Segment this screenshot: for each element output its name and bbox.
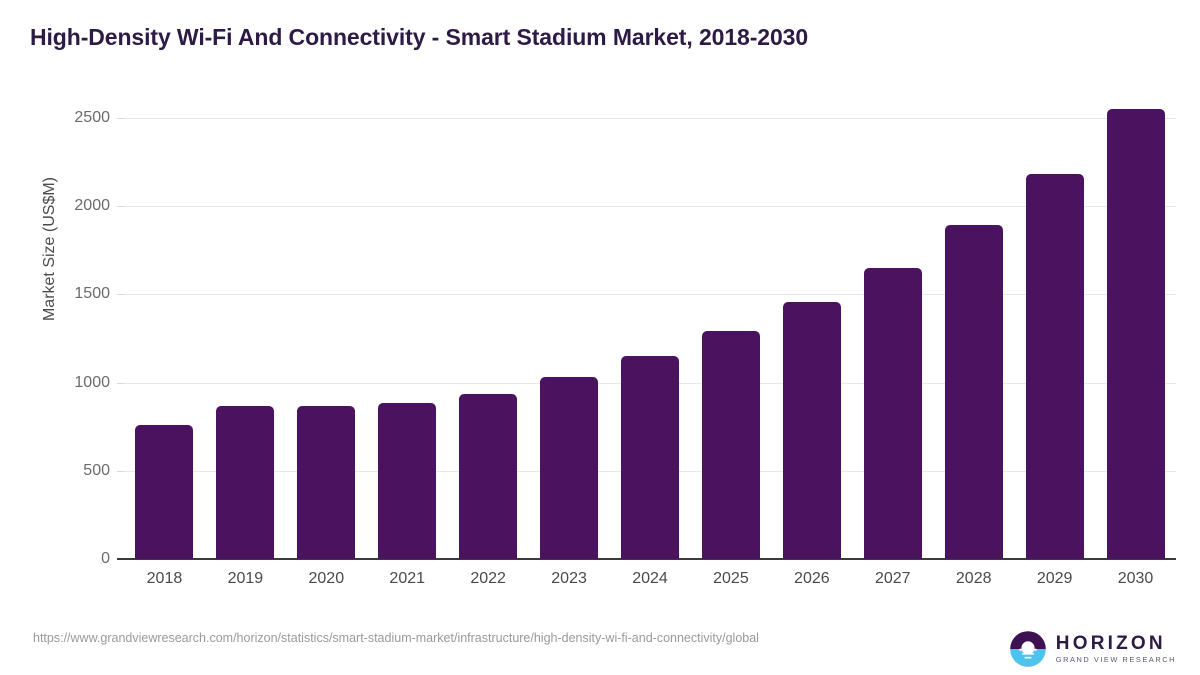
- bar-slot: [529, 377, 610, 559]
- bar-2018[interactable]: [135, 424, 194, 559]
- gridline-2000: [124, 206, 1176, 208]
- plot-area: Market Size (US$M) 0 500 1000 1500 2000 2500 …: [41, 0, 1176, 600]
- bar-slot: [448, 394, 529, 559]
- bar-slot: [1095, 109, 1176, 559]
- y-tickmark-2500: [117, 118, 124, 119]
- x-tick-label-2019: 2019: [227, 570, 264, 587]
- bar-2019[interactable]: [216, 405, 275, 559]
- x-tick-label-2026: 2026: [794, 570, 830, 587]
- y-tickmark-1000: [117, 382, 124, 384]
- source-url[interactable]: https://www.grandviewresearch.com/horizo…: [33, 631, 759, 645]
- y-tick-label-0: 0: [101, 550, 110, 567]
- horizon-logo: HORIZON GRAND VIEW RESEARCH: [1009, 630, 1176, 668]
- y-tick-label-1500: 1500: [74, 285, 110, 303]
- y-tickmark-1500: [117, 294, 124, 296]
- bar-slot: [205, 405, 286, 559]
- y-tick-label-500: 500: [83, 461, 110, 479]
- y-tick-label-1000: 1000: [74, 373, 110, 391]
- bar-2030[interactable]: [1106, 109, 1165, 559]
- bar-2025[interactable]: [701, 331, 760, 559]
- bar-slot: [1014, 173, 1095, 559]
- x-tick-label-2021: 2021: [389, 570, 426, 587]
- bar-2029[interactable]: [1025, 173, 1084, 559]
- bar-slot: [124, 424, 205, 559]
- bar-slot: [367, 402, 448, 559]
- bar-slot: [933, 224, 1014, 559]
- horizon-logo-text: HORIZON GRAND VIEW RESEARCH: [1056, 634, 1176, 663]
- y-tick-label-2500: 2500: [74, 109, 110, 126]
- bar-slot: [286, 405, 367, 559]
- x-tick-label-2027: 2027: [874, 570, 911, 587]
- bar-2027[interactable]: [863, 267, 922, 559]
- bar-2023[interactable]: [540, 377, 599, 559]
- bar-2028[interactable]: [944, 224, 1003, 559]
- x-tick-label-2023: 2023: [551, 570, 587, 587]
- y-tick-label-2000: 2000: [74, 197, 110, 215]
- x-tick-label-2029: 2029: [1036, 570, 1073, 587]
- x-tick-label-2022: 2022: [470, 570, 506, 587]
- bar-2022[interactable]: [459, 394, 518, 559]
- horizon-logo-icon: [1009, 631, 1046, 667]
- x-tick-label-2025: 2025: [713, 570, 749, 587]
- y-tickmark-500: [117, 470, 124, 472]
- bar-slot: [610, 356, 691, 559]
- gridline-0: [124, 558, 1176, 560]
- y-tickmark-2000: [117, 206, 124, 208]
- bar-slot: [852, 267, 933, 559]
- bar-2021[interactable]: [378, 402, 437, 559]
- bar-2020[interactable]: [297, 405, 356, 559]
- logo-name: HORIZON: [1055, 633, 1166, 655]
- x-tick-label-2030: 2030: [1117, 570, 1154, 587]
- gridline-1500: [124, 294, 1176, 296]
- bar-slot: [771, 302, 852, 559]
- bar-2024[interactable]: [620, 356, 679, 559]
- x-tick-label-2020: 2020: [308, 570, 345, 587]
- x-tick-label-2028: 2028: [955, 570, 992, 587]
- chart-footer: https://www.grandviewresearch.com/horizo…: [0, 622, 1200, 675]
- bar-slot: [690, 331, 771, 559]
- y-axis-tick-labels: 0 500 1000 1500 2000 2500: [50, 0, 110, 600]
- page-title: High-Density Wi-Fi And Connectivity - Sm…: [30, 24, 809, 50]
- x-axis-tick-labels: 2018 2019 2020 2021 2022 2023 2024 2025 2026 2027…: [124, 570, 1176, 600]
- bar-2026[interactable]: [782, 302, 841, 559]
- bar-series: [124, 0, 1176, 600]
- x-tick-label-2018: 2018: [146, 570, 183, 587]
- y-tickmark-0: [117, 558, 124, 560]
- logo-subtitle: GRAND VIEW RESEARCH: [1055, 655, 1176, 665]
- gridline-2500: [124, 118, 1176, 119]
- x-tick-label-2024: 2024: [632, 570, 668, 587]
